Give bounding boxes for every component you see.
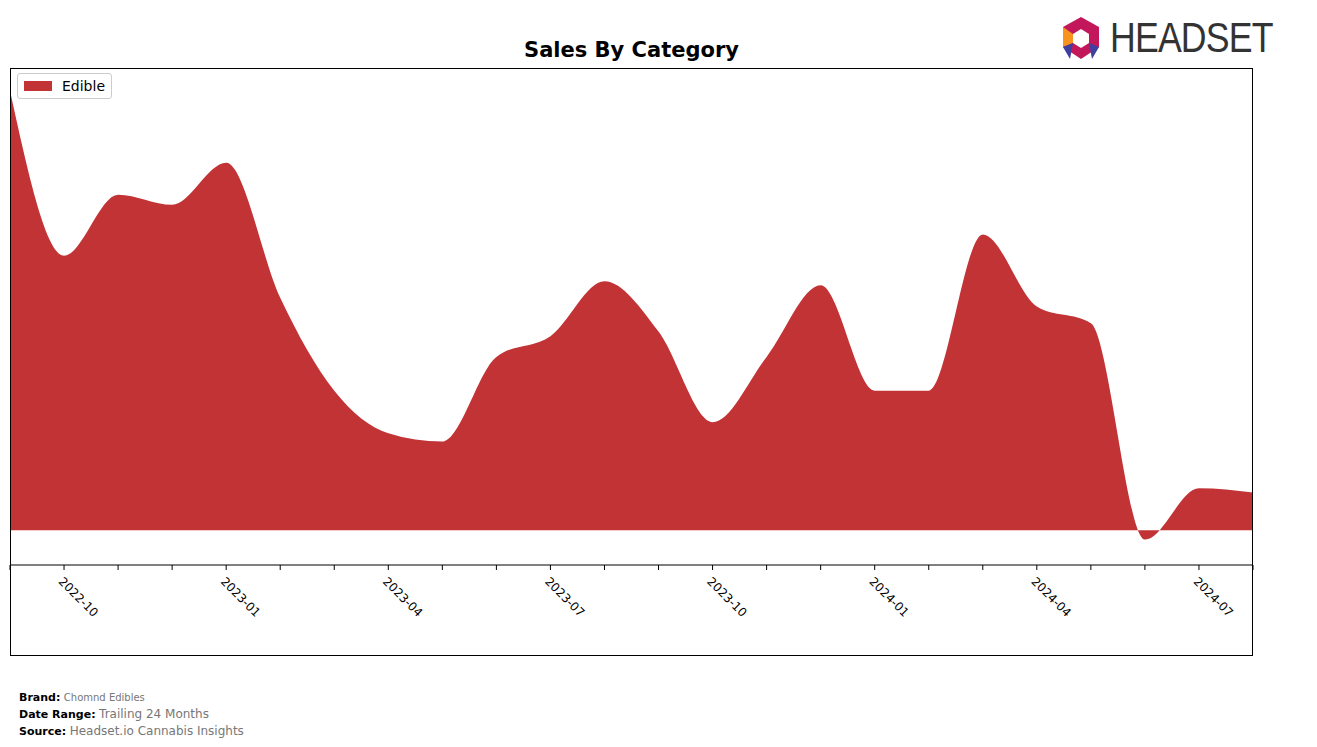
html-text:Sales By Category: Sales By Category	[524, 38, 739, 62]
svg-text:2023-04: 2023-04	[380, 574, 425, 619]
html-text:HEADSET: HEADSET	[1109, 14, 1273, 61]
svg-text:2024-07: 2024-07	[1191, 574, 1236, 619]
html-text:Brand: Chomnd Edibles: Brand: Chomnd Edibles	[19, 691, 145, 704]
svg-text:2022-10: 2022-10	[56, 574, 101, 619]
html-text:Date Range: Trailing 24 Months: Date Range: Trailing 24 Months	[19, 707, 209, 721]
html-text:Edible: Edible	[62, 78, 105, 94]
svg-text:2023-01: 2023-01	[218, 574, 263, 619]
svg-text:2023-10: 2023-10	[704, 574, 749, 619]
svg-text:2024-01: 2024-01	[866, 574, 911, 619]
html-text:Source: Headset.io Cannabis In: Source: Headset.io Cannabis Insights	[19, 724, 244, 738]
svg-text:2023-07: 2023-07	[542, 574, 587, 619]
svg-text:2024-04: 2024-04	[1028, 574, 1073, 619]
